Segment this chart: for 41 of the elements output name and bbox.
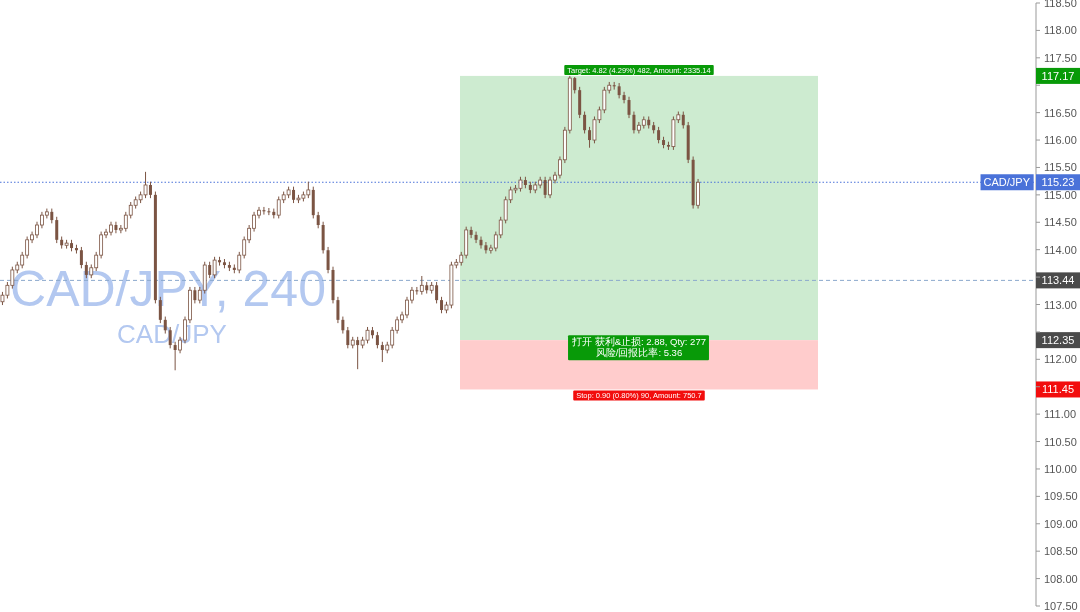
y-tick-label: 115.00 bbox=[1044, 188, 1077, 201]
y-tick-label: 116.50 bbox=[1044, 106, 1077, 119]
candlestick bbox=[583, 111, 587, 134]
candlestick bbox=[479, 236, 483, 250]
y-tick-label: 107.50 bbox=[1044, 600, 1078, 612]
candlestick bbox=[419, 275, 424, 296]
candlestick bbox=[469, 226, 473, 239]
y-tick-label: 109.50 bbox=[1044, 490, 1078, 503]
candlestick bbox=[632, 111, 636, 134]
y-tick-label: 114.50 bbox=[1044, 216, 1077, 229]
y-tick-label: 114.00 bbox=[1044, 243, 1077, 256]
y-tick-label: 117.17 bbox=[1041, 69, 1075, 82]
candlestick bbox=[55, 216, 59, 244]
ref-line-label: CAD/JPY bbox=[983, 176, 1031, 189]
y-tick-label: 113.00 bbox=[1044, 298, 1077, 311]
candlestick bbox=[346, 326, 350, 349]
annotation: 打开 获利&止损: 2.88, Qty: 277 bbox=[571, 336, 706, 348]
y-tick-label: 111.45 bbox=[1041, 383, 1075, 396]
y-tick-label: 111.00 bbox=[1044, 408, 1077, 421]
candlestick bbox=[627, 96, 631, 119]
candlestick bbox=[267, 207, 271, 216]
candlestick bbox=[474, 231, 478, 244]
y-tick-label: 113.44 bbox=[1041, 274, 1075, 287]
y-tick-label: 108.50 bbox=[1044, 545, 1078, 558]
candlestick bbox=[484, 241, 488, 255]
annotation: 风险/回报比率: 5.36 bbox=[595, 347, 683, 359]
y-tick-label: 108.00 bbox=[1044, 572, 1078, 585]
candlestick bbox=[336, 296, 340, 324]
y-tick-label: 112.00 bbox=[1044, 353, 1077, 366]
y-tick-label: 109.00 bbox=[1044, 517, 1078, 530]
y-tick-label: 117.50 bbox=[1044, 51, 1077, 64]
y-tick-label: 115.50 bbox=[1044, 161, 1077, 174]
y-tick-label: 112.35 bbox=[1041, 334, 1075, 347]
y-tick-label: 115.23 bbox=[1041, 176, 1075, 189]
y-tick-label: 110.00 bbox=[1044, 462, 1077, 475]
candlestick bbox=[326, 246, 330, 274]
y-tick-label: 118.00 bbox=[1044, 24, 1077, 37]
y-tick-label: 110.50 bbox=[1044, 435, 1077, 448]
candlestick bbox=[622, 91, 626, 104]
y-tick-label: 116.00 bbox=[1044, 134, 1077, 147]
y-tick-label: 118.50 bbox=[1044, 0, 1077, 9]
